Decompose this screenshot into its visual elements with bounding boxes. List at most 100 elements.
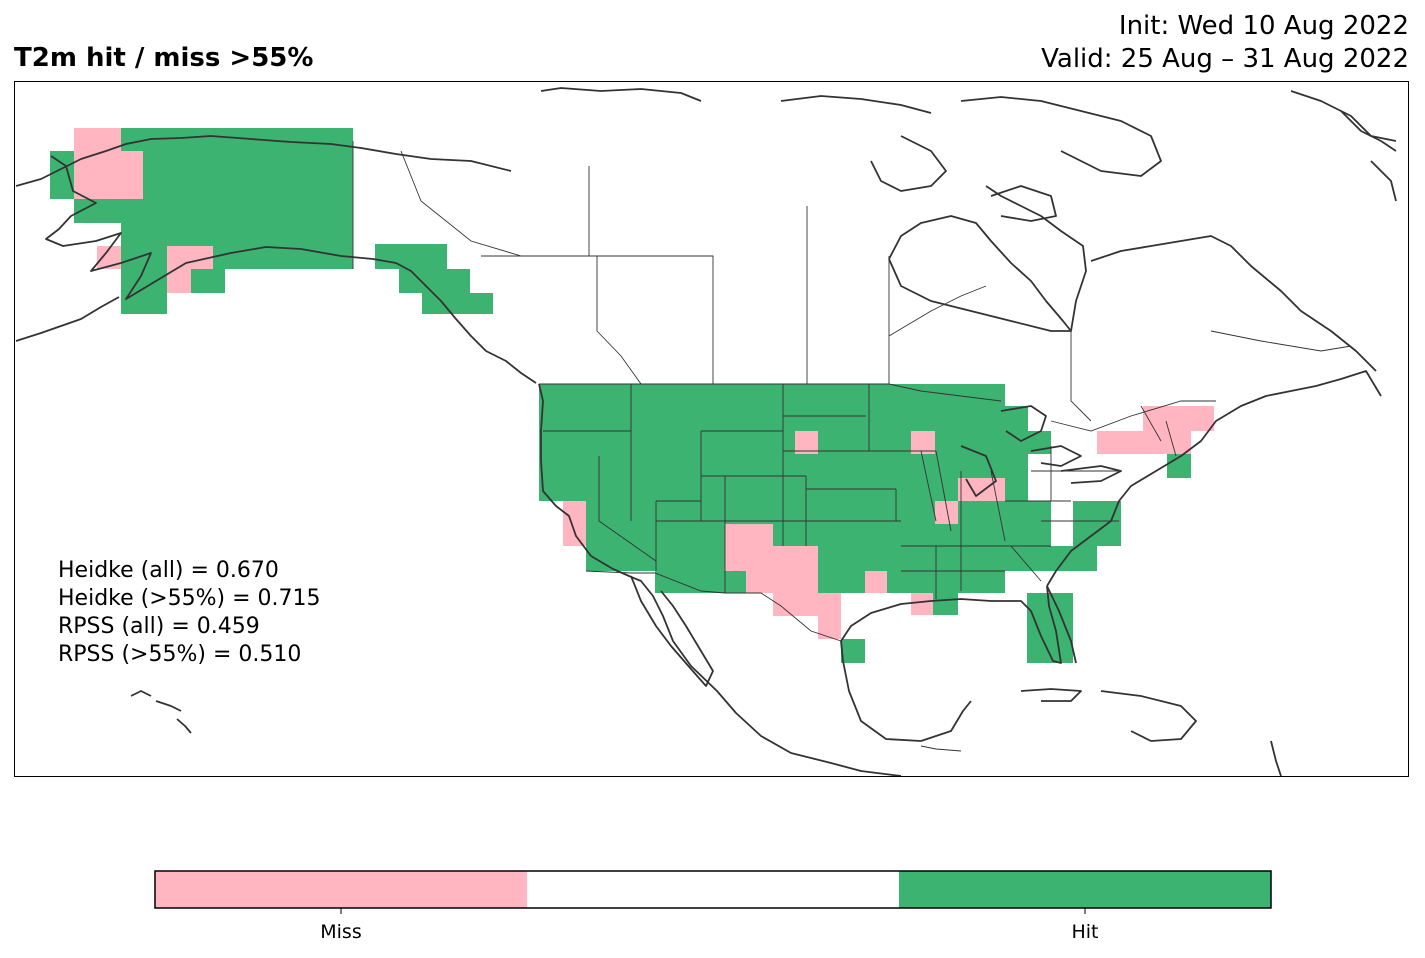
colorbar-segment xyxy=(899,871,1271,908)
colorbar-outline xyxy=(154,870,1272,909)
colorbar-segment xyxy=(155,871,527,908)
coastline xyxy=(960,96,1162,177)
hit-cell xyxy=(121,269,167,314)
coastline xyxy=(15,296,120,342)
miss-cell xyxy=(74,151,143,199)
chart-title: T2m hit / miss >55% xyxy=(14,43,314,73)
coastline xyxy=(1370,160,1397,202)
init-date: Init: Wed 10 Aug 2022 xyxy=(1118,11,1409,41)
coastline xyxy=(780,95,932,114)
coastline xyxy=(1046,585,1077,664)
coastline xyxy=(15,135,512,187)
coastline xyxy=(1060,465,1122,484)
miss-cell xyxy=(911,593,933,615)
miss-cell xyxy=(74,128,121,154)
miss-cell xyxy=(795,431,818,454)
border-line xyxy=(588,166,714,384)
heidke-all: Heidke (all) = 0.670 xyxy=(58,558,279,583)
miss-cell xyxy=(97,246,121,269)
hit-cell xyxy=(933,593,958,615)
hit-cell xyxy=(563,501,1051,546)
political-borders xyxy=(352,141,1352,752)
border-line xyxy=(1010,545,1042,582)
coastline xyxy=(130,690,152,697)
hit-cell xyxy=(375,244,447,269)
hit-cell xyxy=(655,571,1005,593)
coastline xyxy=(840,640,972,742)
hit-cell xyxy=(586,546,1097,571)
valid-date: Valid: 25 Aug – 31 Aug 2022 xyxy=(1041,44,1409,74)
hit-cell xyxy=(399,269,470,293)
border-line xyxy=(920,745,962,752)
border-line xyxy=(1165,420,1177,457)
miss-cell xyxy=(773,593,841,616)
coastline xyxy=(538,383,902,776)
hit-cell xyxy=(121,128,353,269)
miss-cell xyxy=(725,546,818,571)
border-line xyxy=(400,150,522,257)
score-box: Heidke (all) = 0.670 Heidke (>55%) = 0.7… xyxy=(58,557,321,669)
colorbar-segment xyxy=(527,871,899,908)
miss-cell xyxy=(746,571,818,593)
miss-cell xyxy=(818,616,841,639)
hit-cell xyxy=(1073,501,1121,546)
hit-cell xyxy=(841,639,865,663)
map-panel: Heidke (all) = 0.670 Heidke (>55%) = 0.7… xyxy=(14,81,1409,777)
coastline xyxy=(870,135,947,192)
coastline xyxy=(960,445,997,497)
hit-cell xyxy=(539,384,1005,501)
hit-cell xyxy=(97,199,121,223)
border-line xyxy=(1140,405,1162,442)
coastline xyxy=(888,185,1087,332)
coastline xyxy=(630,575,714,687)
heidke-55: Heidke (>55%) = 0.715 xyxy=(58,586,321,611)
rpss-all: RPSS (all) = 0.459 xyxy=(58,614,260,639)
border-line xyxy=(1210,330,1352,352)
miss-cell xyxy=(1143,406,1214,431)
coastline xyxy=(176,718,192,734)
colorbar-label: Hit xyxy=(1071,921,1098,943)
hit-cell xyxy=(191,269,225,293)
border-line xyxy=(598,520,657,562)
coastline xyxy=(1290,90,1397,142)
hit-cell xyxy=(422,293,493,314)
border-line xyxy=(596,256,642,385)
miss-cell xyxy=(935,501,958,524)
border-line xyxy=(1050,400,1216,432)
miss-cell xyxy=(958,478,1005,501)
coastline xyxy=(1030,445,1082,467)
rpss-55: RPSS (>55%) = 0.510 xyxy=(58,642,302,667)
coastline xyxy=(1000,405,1047,442)
coastline xyxy=(1020,688,1082,702)
date-info: Init: Wed 10 Aug 2022 Valid: 25 Aug – 31… xyxy=(1041,10,1409,76)
coastline xyxy=(45,155,537,384)
hit-cell xyxy=(1005,454,1028,501)
coastline xyxy=(990,185,1057,222)
hit-cell xyxy=(213,246,283,269)
border-line xyxy=(935,450,952,532)
coastline xyxy=(1046,370,1382,587)
border-line xyxy=(888,285,987,337)
miss-cell xyxy=(1143,431,1191,454)
hit-cell xyxy=(1005,406,1028,454)
border-line xyxy=(920,450,937,522)
miss-cell xyxy=(563,501,586,546)
coastlines xyxy=(15,87,1397,776)
coastline xyxy=(155,700,182,712)
colorbar-label: Miss xyxy=(320,921,361,943)
border-line xyxy=(990,470,1006,542)
coastline xyxy=(1100,690,1197,742)
coastline xyxy=(1270,740,1282,776)
border-line xyxy=(1070,331,1092,422)
coastline xyxy=(840,585,1062,664)
coastline xyxy=(540,87,702,102)
coastline xyxy=(1340,110,1397,152)
coastline xyxy=(1090,235,1377,372)
miss-cell xyxy=(725,524,773,546)
coastline xyxy=(888,258,1071,332)
colorbar: Miss Hit xyxy=(154,870,1272,943)
map-canvas xyxy=(15,87,1397,776)
miss-cell xyxy=(865,571,887,593)
hit-cell xyxy=(306,246,353,269)
miss-cell xyxy=(911,431,935,454)
